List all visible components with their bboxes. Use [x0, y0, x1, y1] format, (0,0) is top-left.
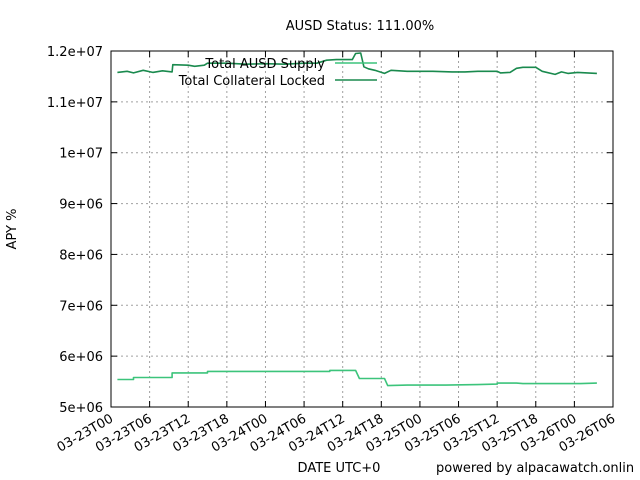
grid	[111, 51, 613, 407]
y-axis-label: APY %	[5, 209, 20, 250]
chart-title: AUSD Status: 111.00%	[286, 19, 435, 34]
y-tick-label: 1e+07	[59, 147, 103, 162]
y-tick-label: 8e+06	[59, 248, 103, 263]
series-layer	[117, 52, 597, 387]
x-axis-label: DATE UTC+0	[298, 461, 381, 476]
legend-label: Total Collateral Locked	[178, 74, 325, 89]
footer-credit: powered by alpacawatch.onlin	[436, 461, 634, 476]
plot-frame	[110, 50, 614, 408]
legend-label: Total AUSD Supply	[204, 57, 325, 72]
series-line-total-ausd-supply	[117, 369, 597, 387]
y-tick-label: 7e+06	[59, 299, 103, 314]
legend: Total AUSD Supply Total Collateral Locked	[178, 57, 377, 89]
series-line-total-collateral-locked	[117, 52, 597, 76]
y-axis-ticks: 5e+06 6e+06 7e+06 8e+06 9e+06 1e+07 1.1e+07 1.2…	[47, 45, 613, 416]
y-tick-label: 6e+06	[59, 350, 103, 365]
y-tick-label: 1.1e+07	[47, 96, 103, 111]
y-tick-label: 9e+06	[59, 198, 103, 213]
y-tick-label: 1.2e+07	[47, 45, 103, 60]
y-tick-label: 5e+06	[59, 401, 103, 416]
